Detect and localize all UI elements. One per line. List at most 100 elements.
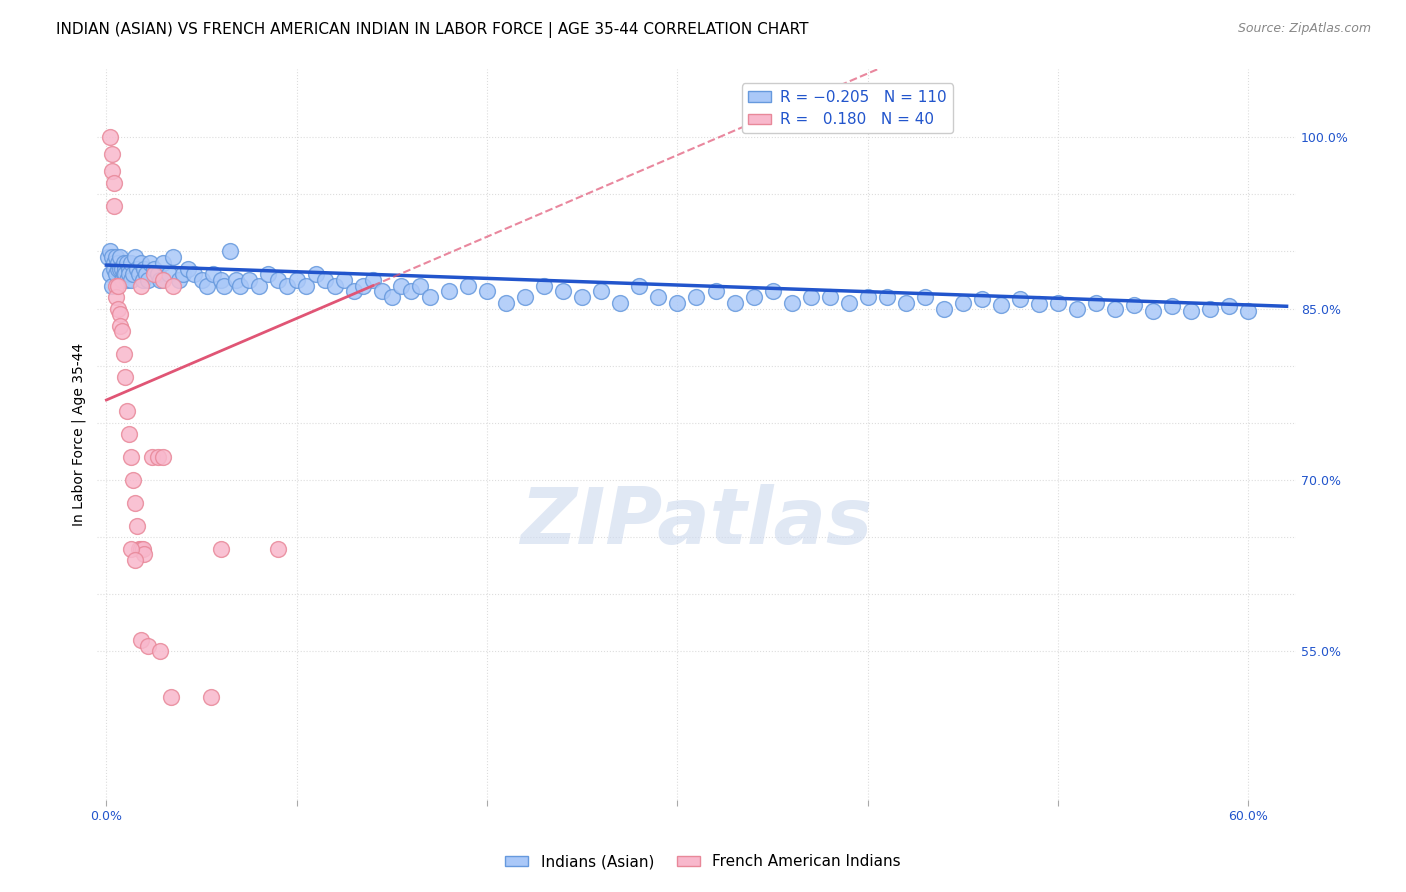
Point	[209, 541, 232, 556]
Point	[1199, 301, 1222, 316]
Point	[104, 267, 127, 281]
Point	[122, 267, 145, 281]
Point	[1123, 298, 1146, 312]
Point	[305, 267, 328, 281]
Point	[104, 290, 127, 304]
Point	[104, 250, 127, 264]
Point	[124, 496, 146, 510]
Point	[160, 690, 183, 705]
Point	[101, 250, 124, 264]
Point	[399, 285, 422, 299]
Point	[101, 147, 124, 161]
Point	[419, 290, 441, 304]
Point	[124, 250, 146, 264]
Point	[103, 256, 125, 270]
Point	[952, 296, 974, 310]
Point	[970, 293, 993, 307]
Point	[103, 199, 125, 213]
Point	[112, 347, 135, 361]
Point	[101, 278, 124, 293]
Point	[122, 473, 145, 487]
Point	[800, 290, 823, 304]
Point	[876, 290, 898, 304]
Point	[118, 261, 141, 276]
Point	[98, 244, 121, 259]
Point	[214, 278, 236, 293]
Point	[149, 273, 172, 287]
Point	[361, 273, 384, 287]
Point	[647, 290, 669, 304]
Point	[128, 541, 150, 556]
Point	[515, 290, 537, 304]
Point	[685, 290, 707, 304]
Point	[856, 290, 879, 304]
Point	[129, 633, 152, 648]
Point	[136, 639, 159, 653]
Point	[932, 301, 955, 316]
Point	[107, 256, 129, 270]
Point	[162, 278, 184, 293]
Point	[200, 690, 222, 705]
Point	[124, 553, 146, 567]
Point	[209, 273, 232, 287]
Point	[114, 370, 136, 384]
Point	[141, 450, 163, 465]
Point	[131, 273, 153, 287]
Text: INDIAN (ASIAN) VS FRENCH AMERICAN INDIAN IN LABOR FORCE | AGE 35-44 CORRELATION : INDIAN (ASIAN) VS FRENCH AMERICAN INDIAN…	[56, 22, 808, 38]
Point	[120, 273, 142, 287]
Point	[125, 518, 148, 533]
Point	[1142, 303, 1164, 318]
Point	[475, 285, 498, 299]
Point	[118, 427, 141, 442]
Point	[143, 261, 166, 276]
Point	[112, 267, 135, 281]
Point	[131, 541, 153, 556]
Point	[101, 164, 124, 178]
Point	[112, 256, 135, 270]
Point	[1161, 299, 1184, 313]
Point	[110, 273, 132, 287]
Point	[190, 273, 212, 287]
Point	[704, 285, 727, 299]
Point	[146, 267, 169, 281]
Point	[571, 290, 593, 304]
Point	[108, 261, 131, 276]
Point	[225, 273, 247, 287]
Point	[1237, 303, 1260, 318]
Point	[628, 278, 651, 293]
Point	[120, 541, 142, 556]
Text: ZIPatlas: ZIPatlas	[520, 484, 873, 560]
Point	[110, 325, 132, 339]
Point	[314, 273, 336, 287]
Point	[1180, 303, 1202, 318]
Point	[152, 273, 174, 287]
Point	[780, 296, 803, 310]
Point	[143, 267, 166, 281]
Point	[247, 278, 270, 293]
Point	[114, 267, 136, 281]
Point	[723, 296, 745, 310]
Point	[762, 285, 785, 299]
Point	[495, 296, 517, 310]
Point	[1066, 301, 1088, 316]
Point	[553, 285, 575, 299]
Point	[134, 547, 156, 561]
Point	[409, 278, 432, 293]
Point	[1010, 293, 1032, 307]
Point	[1218, 299, 1240, 313]
Point	[107, 278, 129, 293]
Point	[437, 285, 460, 299]
Point	[110, 261, 132, 276]
Point	[118, 267, 141, 281]
Point	[136, 273, 159, 287]
Point	[533, 278, 555, 293]
Point	[591, 285, 613, 299]
Point	[139, 256, 162, 270]
Point	[120, 256, 142, 270]
Point	[152, 256, 174, 270]
Point	[666, 296, 689, 310]
Point	[98, 130, 121, 145]
Point	[108, 250, 131, 264]
Point	[742, 290, 765, 304]
Point	[149, 644, 172, 658]
